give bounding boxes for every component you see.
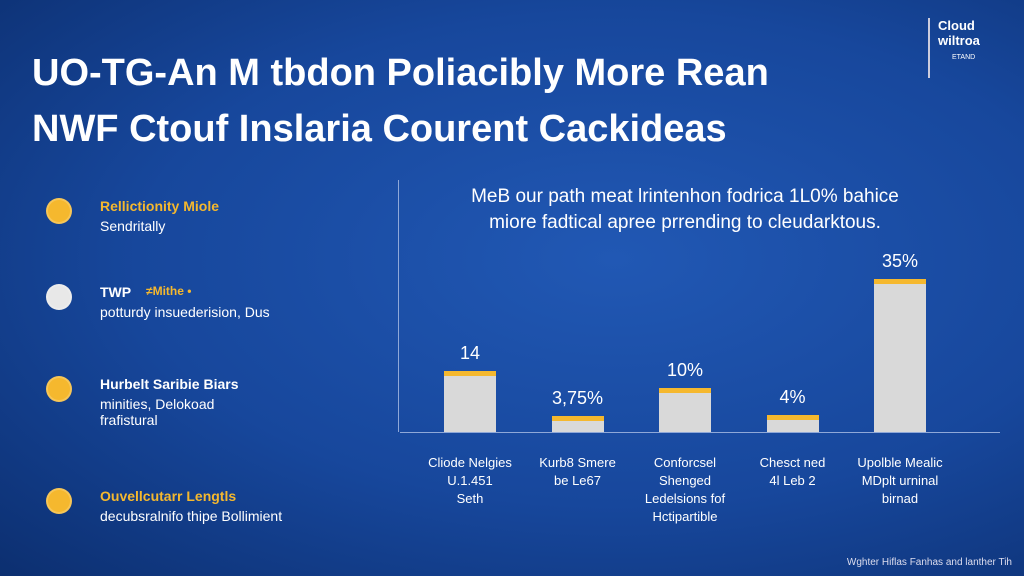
icon — [46, 284, 72, 310]
value-label: 35% — [881, 251, 919, 271]
icon — [46, 488, 72, 514]
baseline — [400, 432, 1000, 433]
bar — [444, 370, 496, 432]
title-line: NWF Ctouf Inslaria Courent Cackideas — [32, 108, 727, 150]
value-label: 4% — [779, 386, 806, 407]
chart-subtitle: MeB our path meat lrintenhon fodrica 1L0… — [471, 186, 899, 233]
x-tick-label: Conforcsel Shenged Ledelsions fof Hctipa… — [644, 455, 726, 524]
icon — [46, 376, 72, 402]
x-tick-label: Kurb8 Smere be Le67 — [539, 455, 616, 488]
title-line: UO-TG-An M tbdon Poliacibly More Rean — [32, 52, 769, 94]
bar — [659, 388, 711, 432]
logo-line: wiltroa — [938, 33, 980, 48]
bar — [551, 415, 604, 432]
item-text: potturdy insuederision, Dus — [100, 304, 270, 320]
bar — [766, 414, 819, 432]
item-title: TWP — [100, 284, 132, 300]
logo-tag: ETAND — [952, 54, 976, 61]
item-text: Sendritally — [100, 218, 166, 234]
item-text: decubsralnifo thipe Bollimient — [100, 508, 283, 524]
item-text: minities, Delokoad frafistural — [100, 396, 215, 428]
item-tag: ≠Mithe • — [146, 284, 192, 298]
footer: Wghter Hiflas Fanhas and lanther Tih — [846, 557, 1012, 568]
logo: Cloud wiltroa ETAND — [928, 18, 1014, 78]
logo-line: Cloud — [938, 18, 975, 33]
value-label: 14 — [459, 342, 481, 363]
x-tick-label: Cliode Nelgies U.1.451 Seth — [428, 455, 512, 506]
divider — [398, 180, 399, 432]
item-title: Ouvellcutarr Lengtls — [100, 488, 237, 504]
item-title: Hurbelt Saribie Biars — [100, 376, 239, 392]
bar — [874, 279, 926, 432]
icon — [46, 198, 72, 224]
item-title: Rellictionity Miole — [100, 198, 220, 214]
x-tick-label: Upolble Mealic MDplt urninal birnad — [857, 455, 943, 506]
x-tick-label: Chesct ned 4l Leb 2 — [759, 455, 826, 488]
value-label: 10% — [666, 360, 704, 381]
value-label: 3,75% — [551, 387, 604, 408]
